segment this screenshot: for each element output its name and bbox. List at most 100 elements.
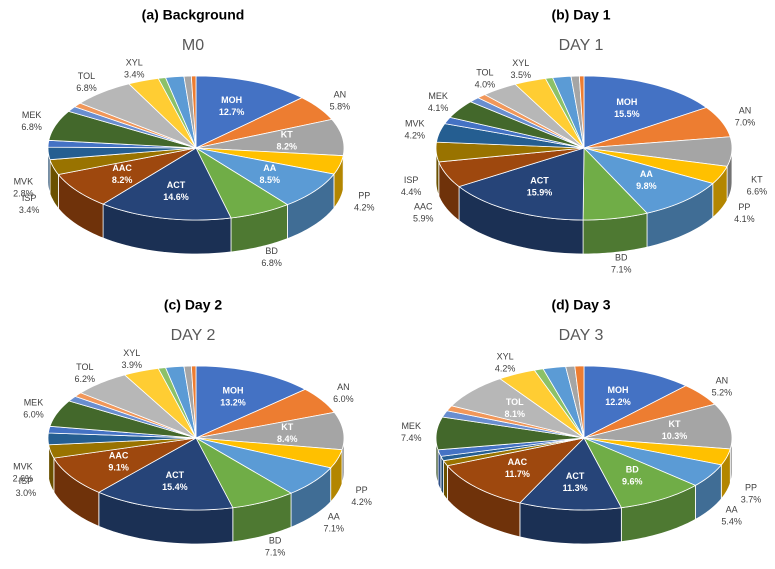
slice-label: AN — [337, 382, 350, 392]
slice — [48, 110, 197, 149]
slice-label: TOL — [506, 397, 524, 407]
slice — [195, 147, 335, 206]
slice-value-label: 6.0% — [23, 409, 44, 419]
slice — [499, 369, 585, 439]
slice-value-label: 7.1% — [611, 265, 632, 275]
slice — [102, 147, 232, 221]
slice-label: XYL — [123, 348, 140, 358]
slice-value-label: 13.2% — [220, 398, 246, 408]
pie-panel: (a) Background M0 MOH 12.7% AN 5.8% KT 8.2% PP 4.… — [13, 7, 374, 268]
slice-value-label: 9.1% — [108, 462, 129, 472]
slice-label: MEK — [401, 421, 421, 431]
slice — [583, 136, 733, 167]
pie-panel: (d) Day 3 DAY 3 MOH 12.2% AN 5.2% KT 10.3% PP 3.7… — [401, 297, 762, 545]
slice-value-label: 3.7% — [741, 495, 762, 505]
slice-label: AN — [739, 105, 752, 115]
slice — [583, 437, 697, 509]
slice-label: PP — [356, 485, 368, 495]
slice-label: AAC — [508, 457, 528, 467]
slice-value-label: 4.2% — [354, 202, 375, 212]
slice-label: PP — [358, 190, 370, 200]
panel-title: (c) Day 2 — [164, 297, 223, 313]
slice — [458, 147, 585, 221]
slice-label: AAC — [109, 450, 129, 460]
slice — [195, 365, 307, 439]
slice — [48, 437, 197, 459]
slice-value-label: 8.2% — [276, 142, 297, 152]
slice-label: AA — [328, 511, 340, 521]
slice-value-label: 9.6% — [622, 476, 643, 486]
slice-label: TOL — [476, 67, 493, 77]
slice-label: PP — [745, 483, 757, 493]
panel-title: (d) Day 3 — [551, 297, 610, 313]
slice — [438, 147, 585, 188]
slice-value-label: 3.4% — [19, 205, 40, 215]
slice-label: MEK — [24, 397, 44, 407]
slice-label: ACT — [167, 180, 186, 190]
slice-value-label: 15.4% — [162, 482, 188, 492]
slice-label: ISP — [404, 175, 419, 185]
slice-value-label: 11.3% — [563, 483, 588, 493]
slice — [582, 147, 648, 221]
slice-value-label: 4.2% — [351, 497, 372, 507]
slice — [123, 367, 197, 439]
slice-label: MOH — [221, 95, 242, 105]
slice — [49, 400, 197, 439]
slice — [57, 147, 197, 205]
slice-label: BD — [265, 246, 278, 256]
slice-value-label: 5.9% — [413, 214, 434, 224]
slice-label: MVK — [14, 177, 34, 187]
slice-value-label: 7.1% — [324, 523, 345, 533]
slice — [446, 437, 586, 504]
slice — [195, 75, 303, 149]
slice-label: AAC — [414, 202, 433, 212]
slice-value-label: 3.9% — [121, 360, 142, 370]
slice-label: AA — [726, 504, 738, 514]
slice — [542, 366, 585, 439]
slice-value-label: 4.4% — [401, 187, 422, 197]
slice-side — [443, 459, 448, 501]
slice-value-label: 8.2% — [112, 175, 133, 185]
slice — [583, 403, 733, 450]
slice — [574, 365, 585, 439]
slice-value-label: 14.6% — [163, 192, 189, 202]
slice — [582, 147, 714, 214]
chart-subtitle: DAY 3 — [559, 327, 604, 344]
slice-value-label: 8.5% — [259, 175, 280, 185]
slice-label: BD — [615, 253, 628, 263]
slice — [195, 411, 345, 451]
slice — [449, 101, 585, 149]
slice — [583, 147, 728, 184]
slice-label: MOH — [607, 385, 628, 395]
slice-label: AAC — [112, 163, 132, 173]
slice — [583, 107, 731, 149]
slice — [128, 77, 197, 149]
chart-subtitle: M0 — [182, 37, 204, 54]
slice — [514, 78, 585, 149]
slice — [97, 437, 234, 511]
slice-label: BD — [269, 535, 282, 545]
slice-label: KT — [281, 130, 293, 140]
slice-value-label: 5.2% — [712, 387, 733, 397]
slice — [195, 388, 336, 439]
slice-value-label: 4.1% — [734, 214, 755, 224]
slice — [49, 147, 197, 175]
slice — [450, 378, 585, 439]
slice-value-label: 5.8% — [330, 101, 351, 111]
slice — [583, 75, 708, 149]
chart-subtitle: DAY 2 — [171, 327, 216, 344]
slice — [195, 437, 332, 494]
slice-value-label: 6.0% — [333, 394, 354, 404]
slice — [583, 365, 687, 439]
slice — [195, 437, 343, 469]
slice — [583, 437, 723, 486]
slice-value-label: 2.6% — [13, 473, 34, 483]
slice-label: AN — [334, 89, 347, 99]
slice — [435, 141, 585, 163]
slice-label: MEK — [428, 91, 448, 101]
slice-value-label: 7.1% — [265, 547, 286, 557]
slice-label: AA — [640, 169, 653, 179]
slice — [483, 83, 585, 149]
slice — [195, 146, 289, 219]
